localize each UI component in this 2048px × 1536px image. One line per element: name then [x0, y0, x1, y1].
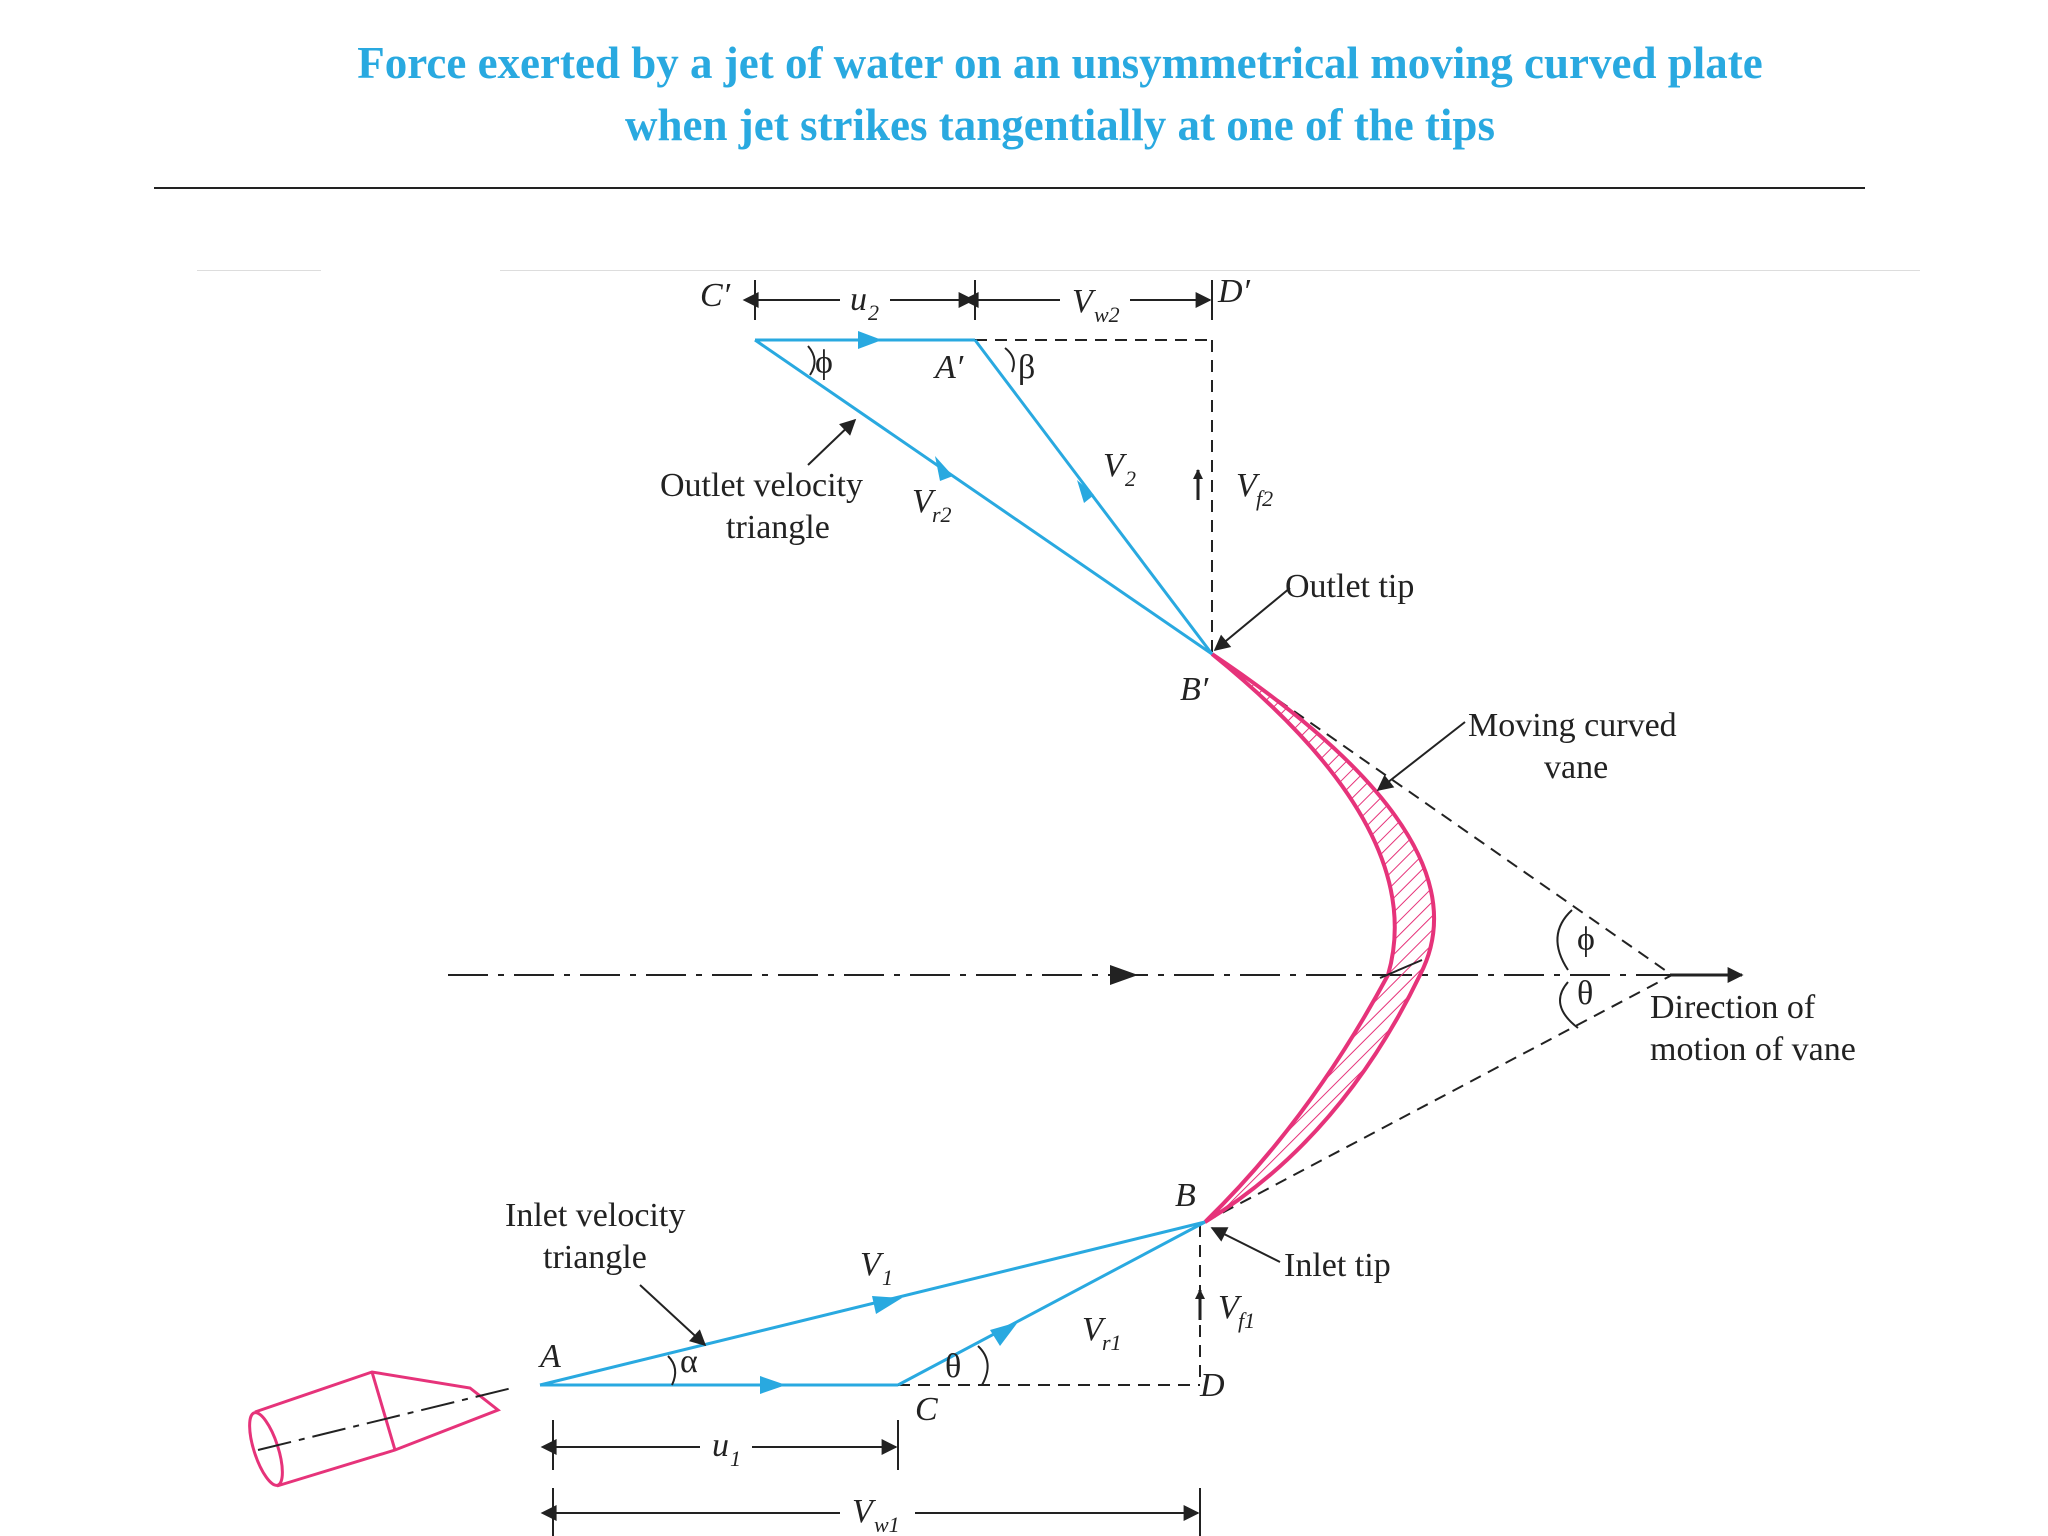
theta-apex-label: θ [1577, 975, 1593, 1012]
vr2-arrowhead [935, 456, 953, 481]
u1-arrowhead [760, 1376, 786, 1394]
vr1-arrowhead [990, 1322, 1018, 1346]
vw1-subscript: w1 [874, 1512, 900, 1536]
centre-axis-arrowhead [1110, 965, 1138, 985]
moving-curved-vane [1203, 652, 1436, 1224]
inlet-triangle-label-1: Inlet velocity [505, 1197, 685, 1234]
v1-vector [539, 1220, 1206, 1387]
u1-subscript: 1 [730, 1446, 741, 1471]
outlet-triangle-label-2: triangle [726, 509, 830, 546]
faint-divider-right [500, 270, 1920, 271]
v2-arrowhead [1077, 480, 1094, 503]
outlet-tip-pointer [1213, 587, 1291, 652]
outlet-tip-label: Outlet tip [1285, 568, 1414, 605]
inlet-tip-pointer [1210, 1227, 1281, 1263]
faint-divider-left [197, 270, 321, 271]
vane-midline [1379, 959, 1423, 979]
v1-subscript: 1 [882, 1265, 893, 1290]
phi-apex-label: ϕ [1577, 921, 1595, 958]
point-b-prime: B′ [1180, 671, 1209, 708]
vane-label-1: Moving curved [1468, 707, 1677, 744]
point-a: A [538, 1338, 561, 1375]
point-d: D [1199, 1367, 1225, 1404]
vane-label-2: vane [1544, 749, 1608, 786]
direction-label-1: Direction of [1650, 989, 1816, 1026]
point-d-prime: D′ [1217, 273, 1251, 310]
outlet-triangle-label-1: Outlet velocity [660, 467, 863, 504]
vr1-subscript: r1 [1102, 1330, 1122, 1355]
theta-inlet-label: θ [945, 1348, 961, 1385]
point-b: B [1175, 1177, 1196, 1214]
title-line-2: when jet strikes tangentially at one of … [625, 100, 1495, 150]
vr2-subscript: r2 [932, 502, 952, 527]
alpha-arc [667, 1355, 677, 1386]
vf1-subscript: f1 [1238, 1308, 1255, 1333]
vr1-vector [897, 1220, 1206, 1387]
point-c: C [915, 1391, 938, 1428]
inlet-tangent-line [1204, 974, 1673, 1223]
point-c-prime: C′ [700, 277, 731, 314]
beta-label: β [1018, 349, 1035, 386]
beta-outlet-arc [1004, 347, 1015, 373]
nozzle-icon [248, 1370, 501, 1488]
nozzle-axis [257, 1387, 513, 1451]
outlet-tangent-line [1211, 653, 1673, 976]
page-title: Force exerted by a jet of water on an un… [0, 32, 2048, 156]
vf2-subscript: f2 [1256, 486, 1273, 511]
phi-angle-arc [1556, 909, 1573, 971]
v2-vector [973, 339, 1214, 655]
title-divider [154, 187, 1865, 189]
vw2-subscript: w2 [1094, 302, 1120, 327]
u2-symbol: u [850, 281, 867, 318]
inlet-tip-label: Inlet tip [1284, 1247, 1391, 1284]
direction-label-2: motion of vane [1650, 1031, 1856, 1068]
vane-pointer [1376, 721, 1466, 791]
v1-arrowhead [872, 1296, 902, 1314]
title-line-1: Force exerted by a jet of water on an un… [357, 38, 1763, 88]
outlet-triangle-pointer [807, 418, 857, 466]
u2-subscript: 2 [868, 300, 879, 325]
alpha-label: α [680, 1343, 698, 1380]
theta-angle-arc [1559, 981, 1579, 1029]
u1-symbol: u [712, 1427, 729, 1464]
vr2-vector [754, 338, 1213, 656]
phi-outlet-label: ϕ [815, 344, 833, 381]
phi-outlet-arc [807, 345, 816, 376]
u2-arrowhead [858, 331, 882, 349]
v2-subscript: 2 [1125, 466, 1136, 491]
point-a-prime: A′ [933, 349, 964, 386]
inlet-triangle-pointer [639, 1284, 707, 1347]
theta-inlet-arc [977, 1345, 989, 1386]
inlet-triangle-label-2: triangle [543, 1239, 647, 1276]
